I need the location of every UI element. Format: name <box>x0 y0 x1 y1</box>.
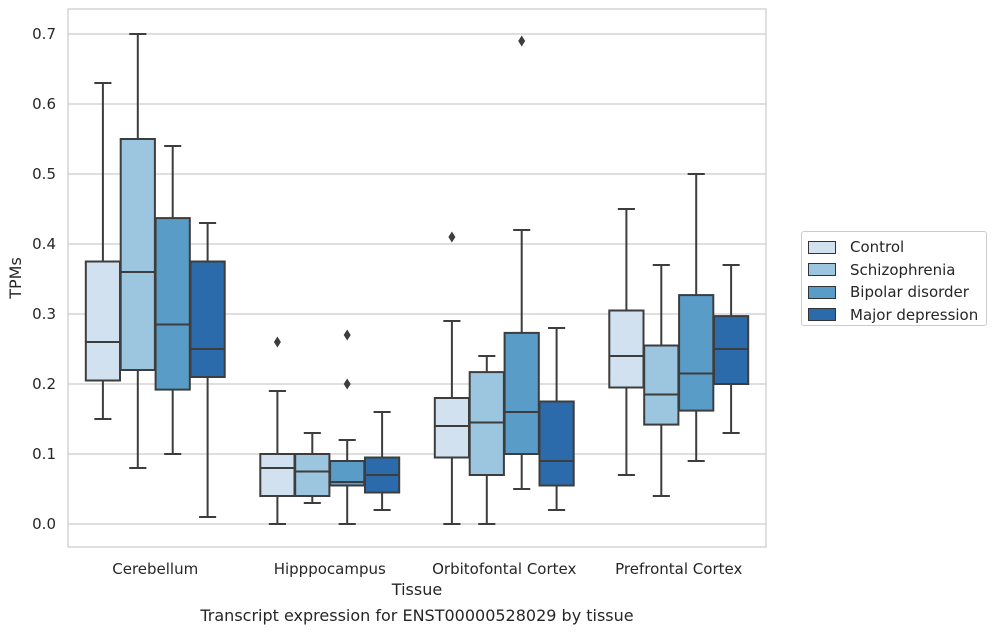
box-group <box>84 33 750 525</box>
box-major-depression-hipppocampus <box>363 411 401 511</box>
outlier-marker <box>448 231 456 243</box>
box-major-depression-orbitofontal-cortex <box>538 327 575 511</box>
box-iqr <box>189 260 226 378</box>
legend-swatch-schizophrenia <box>808 263 836 277</box>
box-iqr <box>468 371 505 477</box>
y-tick-label: 0.1 <box>32 445 56 463</box>
outlier-marker <box>518 35 526 47</box>
y-tick-label: 0.6 <box>32 95 56 113</box>
box-iqr <box>119 138 156 371</box>
box-iqr <box>294 453 331 497</box>
y-tick-label: 0.4 <box>32 235 56 253</box>
legend-label-bipolar-disorder: Bipolar disorder <box>850 283 969 302</box>
y-tick-label: 0.3 <box>32 305 56 323</box>
x-tick-label: Hipppocampus <box>274 560 386 578</box>
x-tick-label: Orbitofontal Cortex <box>432 560 576 578</box>
legend-label-control: Control <box>850 238 905 257</box>
y-tick-label: 0.0 <box>32 515 56 533</box>
box-iqr <box>643 344 680 426</box>
outlier-marker <box>343 329 351 341</box>
box-iqr <box>84 260 122 382</box>
box-control-orbitofontal-cortex <box>433 231 471 525</box>
box-major-depression-prefrontal-cortex <box>712 264 750 434</box>
box-iqr <box>433 397 471 459</box>
x-axis-label: Tissue <box>391 580 442 599</box>
box-control-cerebellum <box>84 82 122 420</box>
box-iqr <box>538 400 575 487</box>
box-iqr <box>503 331 540 455</box>
y-tick-labels: 0.0 0.1 0.2 0.3 0.4 0.5 0.6 0.7 <box>32 25 56 533</box>
box-schizophrenia-orbitofontal-cortex <box>468 355 505 525</box>
y-axis-label: TPMs <box>6 257 25 300</box>
box-iqr <box>608 309 645 389</box>
box-iqr <box>712 315 750 386</box>
legend-item-bipolar-disorder: Bipolar disorder <box>808 281 986 304</box>
box-schizophrenia-cerebellum <box>119 33 156 469</box>
y-tick-label: 0.2 <box>32 375 56 393</box>
box-control-prefrontal-cortex <box>608 208 645 476</box>
legend-swatch-major-depression <box>808 308 836 322</box>
box-bipolar-disorder-cerebellum <box>154 145 191 455</box>
box-iqr <box>678 294 715 412</box>
legend-item-control: Control <box>808 236 986 259</box>
legend-label-major-depression: Major depression <box>850 305 979 324</box>
box-bipolar-disorder-prefrontal-cortex <box>678 173 715 462</box>
box-schizophrenia-prefrontal-cortex <box>643 264 680 497</box>
outlier-marker <box>273 336 281 348</box>
legend-label-schizophrenia: Schizophrenia <box>850 260 956 279</box>
box-iqr <box>259 453 296 497</box>
outlier-marker <box>343 378 351 390</box>
x-tick-label: Cerebellum <box>112 560 198 578</box>
box-schizophrenia-hipppocampus <box>294 432 331 504</box>
box-bipolar-disorder-orbitofontal-cortex <box>503 35 540 490</box>
plot-frame <box>67 8 767 548</box>
y-tick-label: 0.7 <box>32 25 56 43</box>
legend-item-major-depression: Major depression <box>808 304 986 327</box>
legend-swatch-bipolar-disorder <box>808 285 836 299</box>
legend: Control Schizophrenia Bipolar disorder M… <box>801 231 987 326</box>
box-major-depression-cerebellum <box>189 222 226 518</box>
x-tick-label: Prefrontal Cortex <box>615 560 742 578</box>
box-bipolar-disorder-hipppocampus <box>329 329 366 525</box>
chart-caption: Transcript expression for ENST0000052802… <box>200 606 634 625</box>
box-control-hipppocampus <box>259 336 296 525</box>
box-iqr <box>154 217 191 391</box>
y-tick-label: 0.5 <box>32 165 56 183</box>
legend-swatch-control <box>808 240 836 254</box>
legend-item-schizophrenia: Schizophrenia <box>808 259 986 282</box>
x-tick-labels: Cerebellum Hipppocampus Orbitofontal Corte… <box>112 560 742 578</box>
